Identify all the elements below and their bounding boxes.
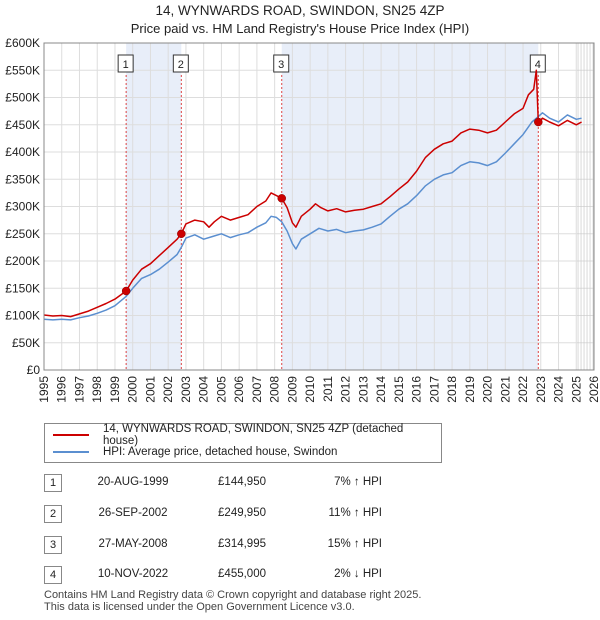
footer-copyright: Contains HM Land Registry data © Crown c… <box>44 589 422 601</box>
y-tick-label: £200K <box>5 254 40 268</box>
transaction-label: 4 <box>535 59 541 71</box>
x-tick-label: 2012 <box>339 376 353 403</box>
y-tick-label: £250K <box>5 227 40 241</box>
transaction-label: 2 <box>178 59 184 71</box>
legend-label-property: 14, WYNWARDS ROAD, SWINDON, SN25 4ZP (de… <box>102 423 404 447</box>
x-tick-label: 1995 <box>37 376 51 403</box>
transaction-date: 20-AUG-1999 <box>97 476 169 488</box>
x-tick-label: 2000 <box>126 376 140 403</box>
transaction-label: 1 <box>123 59 129 71</box>
legend-swatch-hpi <box>53 451 89 453</box>
y-tick-label: £600K <box>5 36 40 50</box>
y-tick-label: £550K <box>5 63 40 77</box>
legend-swatch-property <box>53 434 89 436</box>
plot-frame <box>43 42 595 371</box>
transaction-price: £249,950 <box>218 507 266 519</box>
x-tick-label: 2017 <box>427 376 441 403</box>
x-tick-label: 2025 <box>569 376 583 403</box>
x-tick-label: 2023 <box>534 376 548 403</box>
legend: 14, WYNWARDS ROAD, SWINDON, SN25 4ZP (de… <box>44 423 442 463</box>
y-tick-label: £400K <box>5 145 40 159</box>
x-tick-label: 2024 <box>552 376 566 403</box>
x-tick-label: 2013 <box>356 376 370 403</box>
x-tick-label: 1998 <box>90 376 104 403</box>
hpi-line <box>43 112 582 321</box>
x-tick-label: 2016 <box>410 376 424 403</box>
x-tick-label: 2014 <box>374 376 388 403</box>
transaction-marker <box>121 286 131 296</box>
transaction-date: 27-MAY-2008 <box>98 538 168 550</box>
x-tick-label: 2009 <box>285 376 299 403</box>
y-tick-label: £350K <box>5 172 40 186</box>
y-tick-label: £450K <box>5 118 40 132</box>
x-tick-label: 2019 <box>463 376 477 403</box>
x-tick-label: 1996 <box>55 376 69 403</box>
transaction-label-box <box>273 54 290 73</box>
transaction-hpi: 7% ↑ HPI <box>334 476 382 488</box>
transaction-number: 1 <box>44 474 62 492</box>
x-tick-label: 2018 <box>445 376 459 403</box>
price-chart: 1 2 3 4 £0 £50K £100K £150K £200K £250K £300K £350… <box>5 36 600 403</box>
x-tick-label: 2015 <box>392 376 406 403</box>
transaction-hpi: 15% ↑ HPI <box>327 538 382 550</box>
transaction-price: £455,000 <box>218 568 266 580</box>
x-tick-label: 2022 <box>516 376 530 403</box>
transaction-price: £314,995 <box>218 538 266 550</box>
transaction-hpi: 2% ↓ HPI <box>334 568 382 580</box>
transaction-label-box <box>172 54 189 73</box>
x-tick-label: 2010 <box>303 376 317 403</box>
transaction-number: 3 <box>44 536 62 554</box>
transaction-marker <box>277 194 286 203</box>
x-tick-label: 2005 <box>214 376 228 403</box>
chart-title: 14, WYNWARDS ROAD, SWINDON, SN25 4ZP <box>155 3 445 18</box>
x-tick-label: 2026 <box>587 376 600 403</box>
y-tick-label: £0 <box>27 363 41 377</box>
y-tick-label: £100K <box>5 309 40 323</box>
x-tick-label: 2020 <box>481 376 495 403</box>
y-tick-label: £150K <box>5 281 40 295</box>
legend-label-hpi: HPI: Average price, detached house, Swin… <box>103 446 338 458</box>
x-tick-label: 2004 <box>197 376 211 403</box>
transaction-marker <box>534 117 543 127</box>
transaction-date: 26-SEP-2002 <box>98 507 168 519</box>
transaction-label: 3 <box>278 59 284 71</box>
x-tick-label: 2002 <box>161 376 175 403</box>
y-tick-label: £50K <box>12 336 40 350</box>
chart-subtitle: Price paid vs. HM Land Registry's House … <box>130 21 470 36</box>
transaction-date: 10-NOV-2022 <box>97 568 169 580</box>
transaction-number: 2 <box>44 505 62 523</box>
y-tick-label: £500K <box>5 91 40 105</box>
y-tick-label: £300K <box>5 200 40 214</box>
legend-item-hpi: HPI: Average price, detached house, Swin… <box>53 444 337 460</box>
x-tick-label: 2003 <box>179 376 193 403</box>
transaction-hpi: 11% ↑ HPI <box>328 507 382 519</box>
x-tick-label: 2001 <box>143 376 157 403</box>
transaction-price: £144,950 <box>218 476 266 488</box>
x-tick-label: 2011 <box>321 376 335 402</box>
property-price-line <box>43 69 582 318</box>
footer-licence: This data is licensed under the Open Gov… <box>44 601 355 613</box>
x-tick-label: 2008 <box>268 376 282 403</box>
transaction-label-box <box>117 54 134 73</box>
transaction-number: 4 <box>44 566 62 584</box>
x-tick-label: 2006 <box>232 376 246 403</box>
x-tick-label: 2007 <box>250 376 264 403</box>
transaction-marker <box>177 229 186 239</box>
x-tick-label: 2021 <box>498 376 512 403</box>
legend-item-property: 14, WYNWARDS ROAD, SWINDON, SN25 4ZP (de… <box>53 423 441 447</box>
x-tick-label: 1997 <box>72 376 86 403</box>
transaction-label-box <box>529 54 546 73</box>
x-tick-label: 1999 <box>108 376 122 403</box>
